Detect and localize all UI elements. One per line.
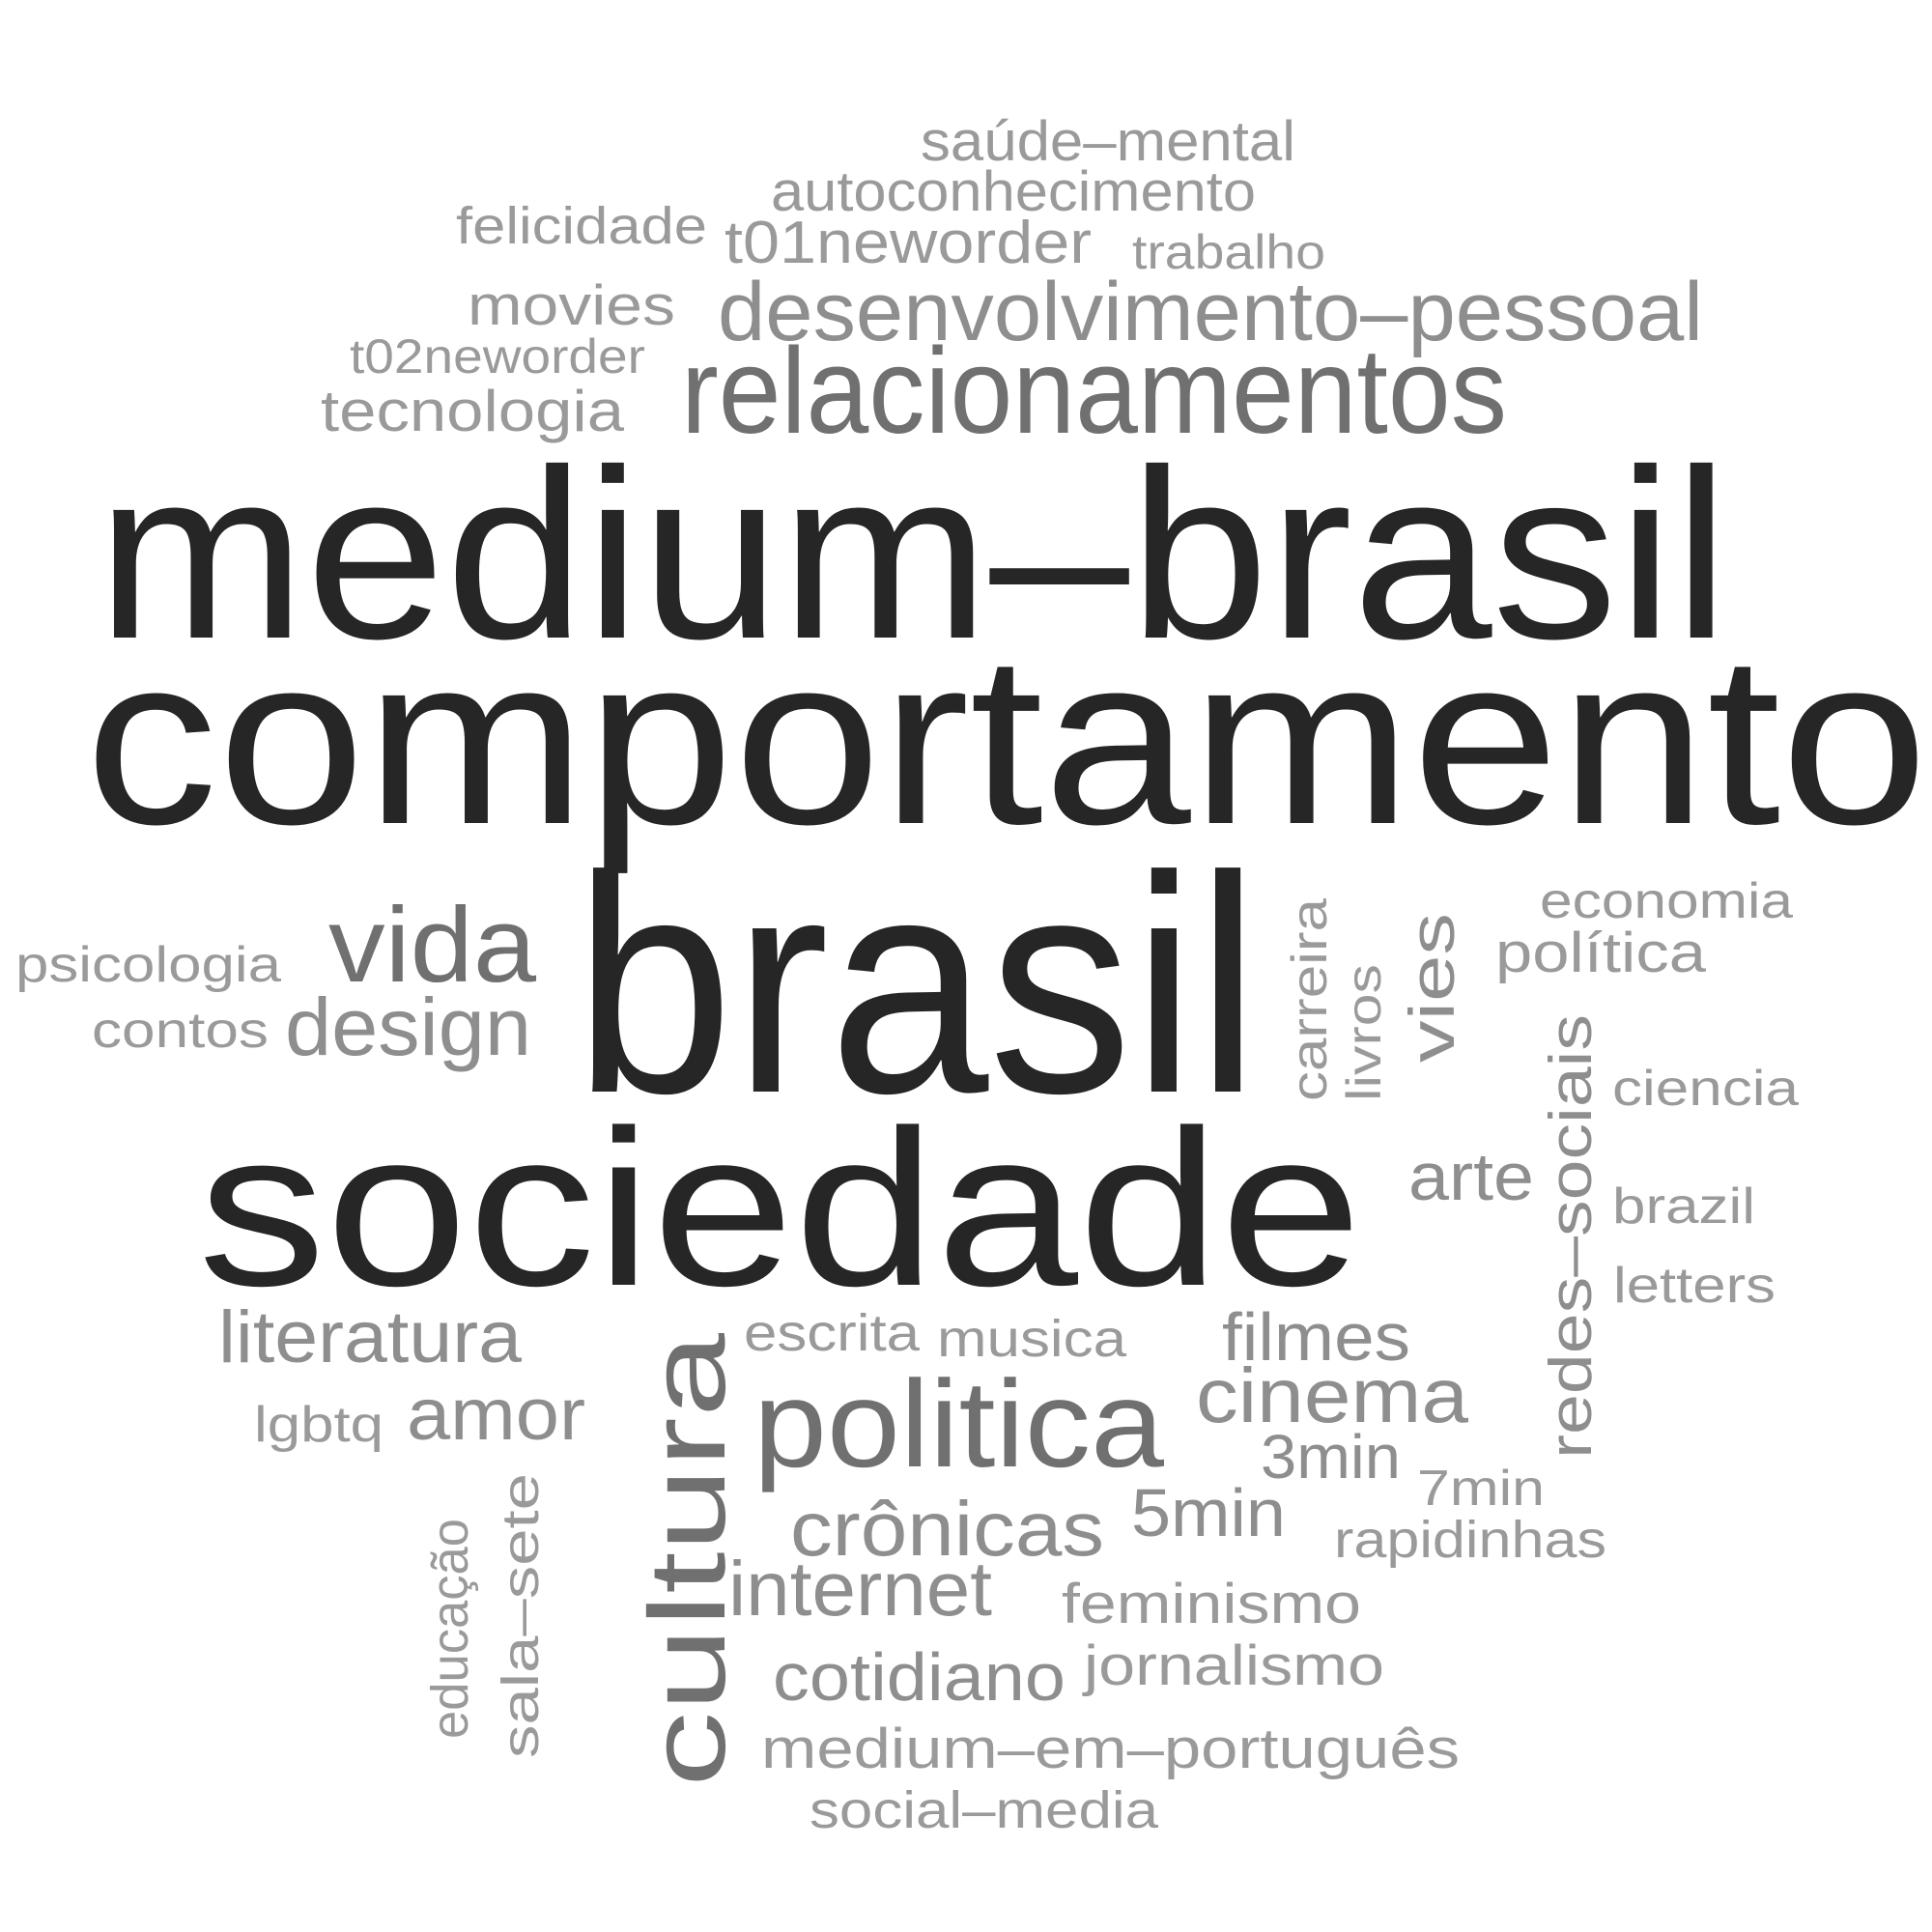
word-brasil: brasil (574, 811, 1260, 1157)
word-5min: 5min (1131, 1475, 1286, 1550)
word-t02neworder: t02neworder (350, 329, 645, 384)
word-ciencia: ciencia (1612, 1061, 1799, 1117)
word-educacao: educação (421, 1519, 479, 1739)
word-felicidade: felicidade (456, 197, 707, 255)
word-sala-sete: sala–sete (492, 1473, 550, 1758)
word-design: design (285, 981, 531, 1072)
word-livros: livros (1337, 964, 1391, 1101)
word-jornalismo: jornalismo (1082, 1634, 1384, 1697)
word-3min: 3min (1261, 1422, 1401, 1492)
word-7min: 7min (1417, 1461, 1545, 1517)
word-internet: internet (728, 1546, 992, 1632)
word-amor: amor (407, 1374, 585, 1456)
word-redes-sociais: redes–sociais (1538, 1014, 1605, 1459)
word-economia: economia (1540, 873, 1793, 929)
word-relacionamentos: relacionamentos (681, 323, 1507, 459)
word-arte: arte (1408, 1139, 1534, 1214)
word-cultura: cultura (627, 1332, 748, 1787)
word-social-media: social–media (810, 1781, 1159, 1839)
word-brazil: brazil (1612, 1179, 1755, 1235)
cloud-words: medium–brasilcomportamentobrasilsociedad… (15, 110, 1928, 1839)
word-movies: movies (468, 274, 675, 337)
word-lgbtq: lgbtq (254, 1397, 384, 1453)
word-desenvolvimento-pessoal: desenvolvimento–pessoal (718, 266, 1703, 358)
word-comportamento: comportamento (85, 605, 1928, 874)
word-tecnologia: tecnologia (321, 379, 625, 443)
word-politica-acento: política (1495, 922, 1707, 984)
word-literatura: literatura (218, 1296, 523, 1378)
word-vida: vida (328, 886, 537, 1005)
word-t01neworder: t01neworder (724, 210, 1092, 276)
word-medium-em-portugues: medium–em–português (761, 1718, 1460, 1780)
word-sociedade: sociedade (198, 1084, 1362, 1332)
word-medium-brasil: medium–brasil (97, 419, 1729, 689)
word-cinema: cinema (1196, 1352, 1469, 1438)
word-letters: letters (1613, 1258, 1776, 1314)
word-trabalho: trabalho (1132, 225, 1325, 279)
word-cronicas: crônicas (790, 1486, 1104, 1572)
word-musica: musica (937, 1310, 1127, 1368)
word-rapidinhas: rapidinhas (1334, 1511, 1606, 1569)
word-cotidiano: cotidiano (773, 1639, 1065, 1715)
word-politica: politica (753, 1355, 1165, 1493)
word-filmes: filmes (1222, 1299, 1410, 1375)
word-feminismo: feminismo (1062, 1573, 1361, 1635)
word-saude-mental: saúde–mental (921, 110, 1295, 173)
word-vies: vies (1396, 913, 1467, 1063)
word-escrita: escrita (744, 1304, 921, 1362)
word-carreira: carreira (1282, 898, 1338, 1101)
word-contos: contos (92, 1003, 269, 1059)
word-psicologia: psicologia (15, 937, 281, 993)
word-autoconhecimento: autoconhecimento (771, 160, 1256, 223)
